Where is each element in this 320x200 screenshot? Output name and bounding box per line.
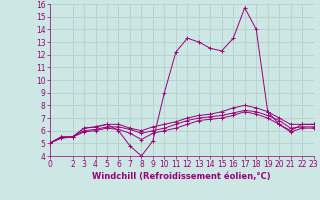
X-axis label: Windchill (Refroidissement éolien,°C): Windchill (Refroidissement éolien,°C) <box>92 172 271 181</box>
